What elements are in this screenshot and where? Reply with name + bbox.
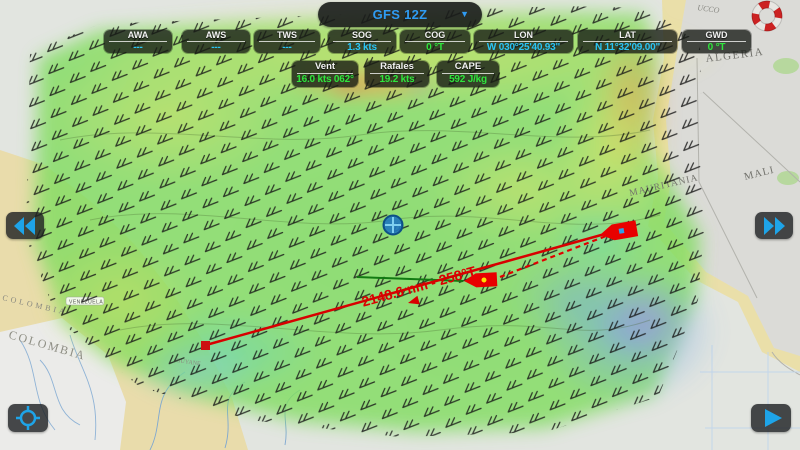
instrument-awa[interactable]: AWA --- [104, 30, 172, 53]
divider [333, 41, 391, 42]
wind-panel-cape[interactable]: CAPE 592 J/kg [437, 61, 499, 87]
instrument-value: --- [282, 42, 292, 53]
double-chevron-right-icon [764, 216, 785, 235]
instrument-gwd[interactable]: GWD 0 °T [682, 30, 751, 53]
label-morocco: UCCO [697, 3, 720, 15]
instrument-cog[interactable]: COG 0 °T [400, 30, 470, 53]
instrument-label: LAT [619, 30, 636, 40]
instrument-value: 1.3 kts [347, 42, 377, 53]
instrument-label: AWA [127, 30, 149, 40]
play-animation-button[interactable] [751, 404, 791, 432]
instrument-label: LON [514, 30, 533, 40]
wind-panel-label: CAPE [454, 61, 482, 72]
divider [259, 41, 315, 42]
wind-panel-value: 592 J/kg [449, 74, 487, 85]
locate-position-button[interactable] [8, 404, 48, 432]
instrument-lat[interactable]: LAT N 11°32'09.00" [578, 30, 677, 53]
chevron-down-icon: ▼ [460, 9, 469, 19]
instrument-aws[interactable]: AWS --- [182, 30, 250, 53]
step-backward-button[interactable] [6, 212, 44, 239]
double-chevron-left-icon [14, 216, 35, 235]
waypoint-start[interactable] [201, 341, 210, 350]
divider [109, 41, 167, 42]
instrument-tws[interactable]: TWS --- [254, 30, 320, 53]
instrument-value: 0 °T [707, 42, 726, 53]
instrument-value: W 030°25'40.93" [486, 42, 561, 53]
instrument-label: GWD [705, 30, 728, 40]
model-selector-label: GFS 12Z [372, 7, 428, 22]
divider [583, 41, 672, 42]
route-leg-green[interactable] [356, 276, 464, 282]
instrument-value: N 11°32'09.00" [594, 42, 661, 53]
play-icon [765, 409, 782, 427]
boat-marker-destination[interactable] [599, 220, 639, 242]
instrument-sog[interactable]: SOG 1.3 kts [328, 30, 396, 53]
wind-panel-rafales[interactable]: Rafales 19.2 kts [365, 61, 429, 87]
route-direction-arrow [408, 295, 420, 305]
divider [405, 41, 465, 42]
wind-panel-vent[interactable]: Vent 16.0 kts 062° [292, 61, 358, 87]
chart-position-marker[interactable] [382, 214, 404, 236]
instrument-value: 0 °T [426, 42, 444, 53]
divider [370, 73, 424, 74]
divider [479, 41, 568, 42]
instrument-label: TWS [277, 30, 297, 40]
wind-panel-value: 19.2 kts [379, 74, 415, 85]
instrument-value: --- [211, 42, 221, 53]
instrument-label: COG [424, 30, 446, 40]
divider [297, 73, 353, 74]
wind-panel-label: Rafales [380, 61, 414, 72]
route-line-dashed [499, 234, 607, 279]
lifebuoy-icon[interactable] [749, 0, 785, 34]
instrument-value: --- [133, 42, 143, 53]
instrument-lon[interactable]: LON W 030°25'40.93" [474, 30, 573, 53]
divider [187, 41, 245, 42]
wind-panel-value: 16.0 kts 062° [296, 74, 354, 85]
instrument-label: SOG [351, 30, 372, 40]
instrument-label: AWS [205, 30, 227, 40]
divider [442, 73, 494, 74]
step-forward-button[interactable] [755, 212, 793, 239]
boat-marker-position[interactable] [464, 272, 498, 288]
route-line[interactable] [205, 230, 613, 347]
crosshair-icon [16, 406, 40, 430]
wind-panel-label: Vent [314, 61, 336, 72]
model-selector-button[interactable]: GFS 12Z ▼ [318, 2, 482, 27]
divider [687, 41, 746, 42]
